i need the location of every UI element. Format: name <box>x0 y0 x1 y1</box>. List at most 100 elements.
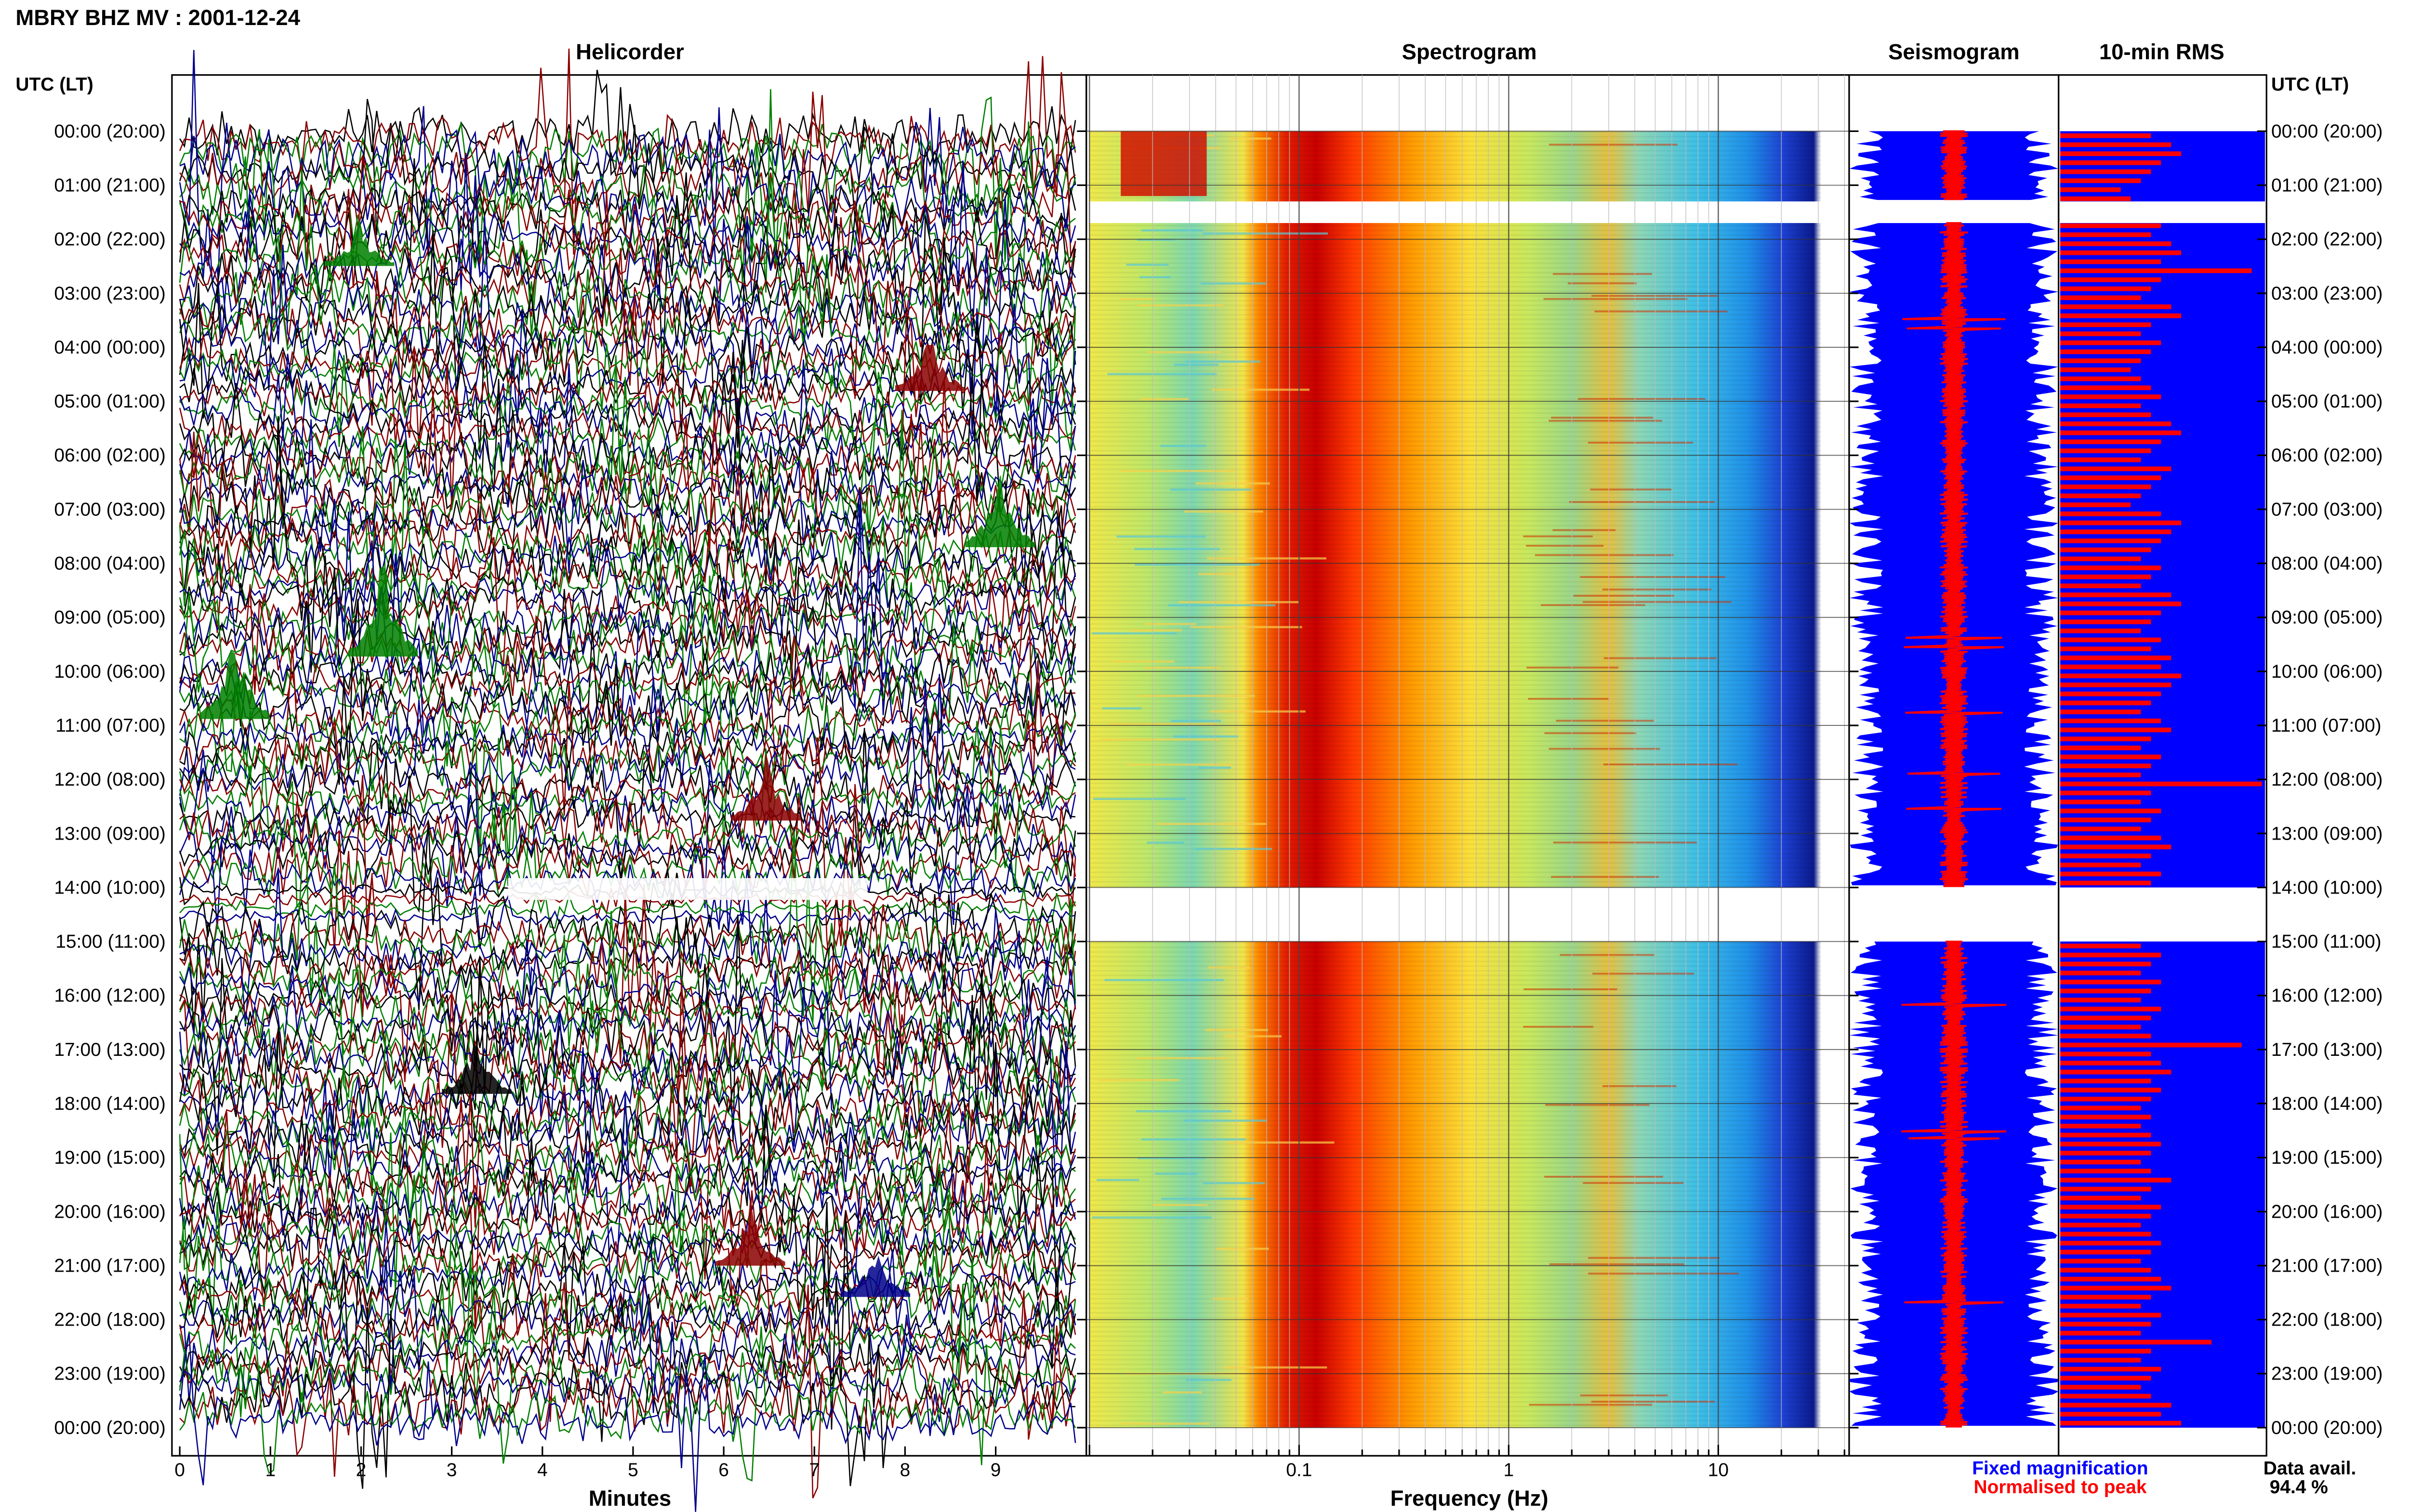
spectrogram-streak <box>1560 954 1655 956</box>
rms-bar <box>2060 511 2161 516</box>
spectrogram-streak <box>1603 657 1717 659</box>
seismogram-normalised-trace <box>1940 130 1968 200</box>
time-label-left: 08:00 (04:00) <box>54 553 166 574</box>
rms-bar <box>2060 988 2151 994</box>
spectrogram-streak <box>1135 563 1260 566</box>
helicorder-trace <box>179 1202 1076 1430</box>
minute-tick-label: 3 <box>447 1459 457 1480</box>
rms-bar <box>2060 1132 2151 1138</box>
minutes-axis-label: Minutes <box>589 1486 672 1511</box>
spectrogram-streak <box>1543 298 1688 300</box>
minute-tick-label: 7 <box>809 1459 820 1480</box>
time-label-left: 05:00 (01:00) <box>54 391 166 412</box>
time-label-right: 03:00 (23:00) <box>2271 283 2383 304</box>
rms-bar <box>2060 1169 2151 1174</box>
spectrogram-streak <box>1137 238 1176 241</box>
legend-fixed-magnification: Fixed magnification <box>1972 1458 2148 1479</box>
rms-panel <box>2058 74 2267 1457</box>
helicorder-trace <box>179 194 1076 339</box>
helicorder-trace <box>179 218 1076 426</box>
spectrogram-streak <box>1178 601 1299 604</box>
rms-bar <box>2060 1069 2171 1075</box>
rms-bar <box>2060 457 2141 462</box>
rms-bar <box>2060 827 2141 831</box>
rms-bar <box>2060 196 2131 201</box>
spectrogram-streak <box>1529 1404 1653 1406</box>
spectrogram-streak <box>1592 973 1694 975</box>
helicorder-trace <box>179 1243 1076 1367</box>
rms-bar <box>2060 178 2141 184</box>
rms-bar <box>2060 268 2252 273</box>
spectrogram-streak <box>1551 876 1659 878</box>
spectrogram-streak <box>1591 295 1718 297</box>
minute-tick-label: 9 <box>991 1459 1001 1480</box>
rms-bar <box>2060 1025 2141 1030</box>
time-label-right: 20:00 (16:00) <box>2271 1201 2383 1222</box>
spectrogram-streak <box>1549 748 1660 750</box>
helicorder-trace <box>179 1139 1076 1326</box>
spectrogram-streak <box>1549 420 1662 422</box>
rms-bar <box>2060 448 2151 453</box>
time-label-left: 17:00 (13:00) <box>54 1039 166 1060</box>
helicorder-trace <box>179 409 1076 645</box>
rms-bar <box>2060 358 2141 363</box>
rms-bar <box>2060 151 2182 156</box>
rms-bar <box>2060 313 2182 318</box>
spectrogram-streak <box>1112 660 1175 663</box>
rms-title: 10-min RMS <box>2099 39 2224 64</box>
minute-tick-label: 8 <box>900 1459 911 1480</box>
helicorder-trace <box>179 549 1076 630</box>
helicorder-trace <box>179 216 1076 404</box>
rms-bar <box>2060 1267 2151 1273</box>
helicorder-trace <box>179 1202 1076 1330</box>
spectrogram-streak <box>1205 1029 1268 1031</box>
rms-bar <box>2060 583 2141 589</box>
spectrogram-streak <box>1602 1085 1677 1087</box>
time-axis-label-right: UTC (LT) <box>2271 74 2349 95</box>
rms-bar <box>2060 1186 2151 1192</box>
spectrogram-streak <box>1139 398 1189 400</box>
minute-tick-label: 2 <box>356 1459 367 1480</box>
rms-bar <box>2060 1150 2151 1156</box>
spectrogram-streak <box>1583 1182 1684 1184</box>
rms-bar <box>2060 881 2151 885</box>
spectrogram-streak <box>1161 1197 1255 1200</box>
seismogram-normalised-trace <box>1901 940 2007 1428</box>
rms-bar <box>2060 1205 2161 1210</box>
rms-bar <box>2060 628 2141 633</box>
spectrogram-streak <box>1594 310 1728 313</box>
rms-bar <box>2060 1006 2161 1012</box>
spectrogram-streak <box>1190 626 1302 629</box>
spectrogram-streak <box>1198 766 1231 769</box>
spectrogram-streak <box>1212 388 1310 391</box>
time-label-left: 20:00 (16:00) <box>54 1201 166 1222</box>
helicorder-trace <box>179 676 1076 809</box>
helicorder-trace <box>179 762 1076 925</box>
rms-bar <box>2060 961 2151 967</box>
minute-tick-label: 4 <box>537 1459 548 1480</box>
helicorder-trace <box>179 1194 1076 1400</box>
time-label-left: 09:00 (05:00) <box>54 607 166 628</box>
rms-bar <box>2060 710 2141 714</box>
helicorder-event <box>199 651 269 719</box>
spectrogram-streak <box>1168 604 1276 606</box>
rms-bar <box>2060 565 2161 570</box>
rms-bar <box>2060 944 2141 948</box>
rms-bar <box>2060 601 2182 606</box>
spectrogram-streak <box>1139 276 1171 278</box>
rms-bar <box>2060 574 2151 579</box>
rms-bar <box>2060 1142 2161 1147</box>
spectrogram-streak <box>1195 848 1272 850</box>
helicorder-trace <box>179 1137 1076 1312</box>
spectrogram-streak <box>1170 488 1251 491</box>
helicorder-trace <box>179 249 1076 411</box>
rms-bar <box>2060 286 2151 291</box>
helicorder-trace <box>179 776 1076 913</box>
rms-bar <box>2060 1303 2141 1309</box>
spectrogram-streak <box>1215 1248 1269 1250</box>
spectrogram-streak <box>1093 798 1186 800</box>
spectrogram-streak <box>1126 263 1169 266</box>
spectrogram-streak <box>1545 1104 1650 1106</box>
spectrogram-streak <box>1210 710 1306 713</box>
time-label-right: 05:00 (01:00) <box>2271 391 2383 412</box>
